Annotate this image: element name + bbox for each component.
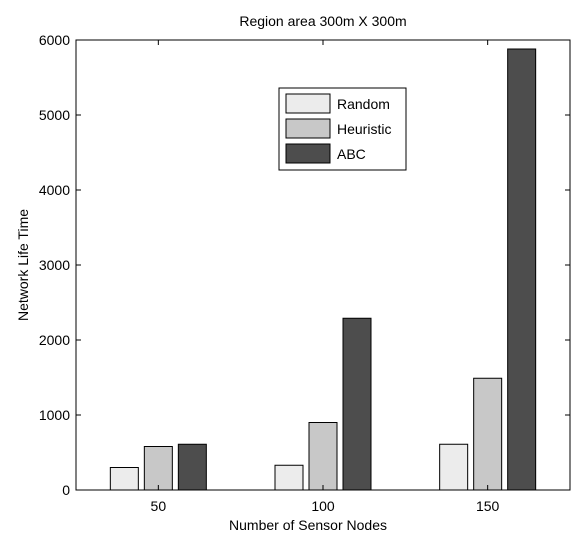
bar-heuristic-100 [308,422,338,491]
legend-label-random: Random [337,96,390,112]
x-tick-label: 50 [151,498,167,514]
y-tick-label: 5000 [39,107,70,123]
legend-swatch-abc [285,143,331,164]
legend-label-abc: ABC [337,146,366,162]
y-axis-label: Network Life Time [15,209,31,321]
legend: Random Heuristic ABC [278,87,407,171]
legend-swatch-random [285,93,331,114]
bar-heuristic-150 [473,377,503,491]
y-tick-label: 1000 [39,407,70,423]
legend-swatch-heuristic [285,118,331,139]
x-axis-ticks: 50 100 150 [151,40,500,514]
x-axis-label: Number of Sensor Nodes [229,517,387,533]
bar-random-150 [439,443,469,491]
x-tick-label: 150 [476,498,500,514]
y-axis-ticks: 0 1000 2000 3000 4000 5000 6000 [39,32,570,498]
bars [109,48,537,491]
y-tick-label: 6000 [39,32,70,48]
bar-abc-150 [507,48,537,491]
x-tick-label: 100 [311,498,335,514]
y-tick-label: 3000 [39,257,70,273]
y-tick-label: 2000 [39,332,70,348]
bar-abc-50 [177,443,207,491]
bar-random-50 [109,467,139,491]
bar-heuristic-50 [143,446,173,491]
y-tick-label: 0 [62,482,70,498]
legend-label-heuristic: Heuristic [337,121,391,137]
chart-title: Region area 300m X 300m [239,13,406,29]
bar-random-100 [274,464,304,491]
bar-abc-100 [342,317,372,491]
y-tick-label: 4000 [39,182,70,198]
